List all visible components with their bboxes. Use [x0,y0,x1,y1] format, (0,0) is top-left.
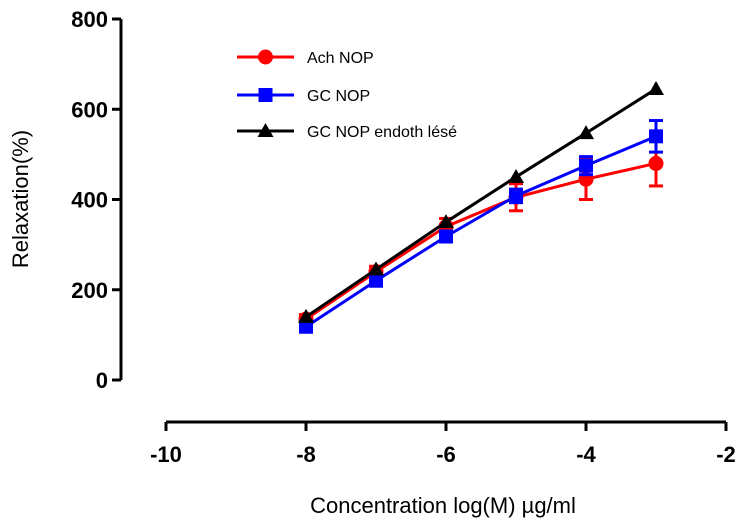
series-2 [298,80,664,323]
x-axis-title: Concentration log(M) µg/ml [310,493,576,518]
y-tick-label: 200 [71,278,108,303]
series-1 [299,119,663,334]
x-tick-label: -4 [576,442,596,467]
legend-marker [258,88,273,102]
data-point [299,319,313,334]
y-tick-label: 0 [96,368,108,393]
series-line [305,87,657,319]
series-line [305,134,657,329]
data-point [649,129,663,144]
data-point [368,261,384,276]
data-point [508,168,524,183]
y-axis: 0 200 400 600 800 [71,7,123,393]
data-point [579,158,593,173]
legend-marker [258,49,273,65]
legend-label: Ach NOP [307,50,374,67]
data-point [648,155,664,171]
data-point [648,80,664,95]
legend-label: GC NOP [307,88,370,105]
x-tick-label: -6 [436,442,456,467]
legend: Ach NOP GC NOP GC NOP endoth lésé [237,49,457,141]
legend-item: GC NOP [237,88,370,105]
x-axis: -10 -8 -6 -4 -2 [150,420,736,467]
series-line [305,161,657,321]
data-point [578,125,594,140]
data-point [369,273,383,288]
legend-item: GC NOP endoth lésé [237,123,457,141]
legend-marker [257,123,274,137]
data-point [438,214,454,229]
data-point [298,308,314,323]
data-point [509,188,523,203]
x-tick-label: -8 [296,442,316,467]
legend-label: GC NOP endoth lésé [307,124,457,141]
series-0 [298,139,664,327]
series-layer [298,80,664,334]
x-tick-label: -10 [150,442,182,467]
data-point [439,229,453,244]
y-tick-label: 600 [71,97,108,122]
y-axis-title: Relaxation(%) [8,130,33,268]
y-tick-label: 800 [71,7,108,32]
y-tick-label: 400 [71,188,108,213]
legend-item: Ach NOP [237,49,374,67]
x-tick-label: -2 [716,442,736,467]
